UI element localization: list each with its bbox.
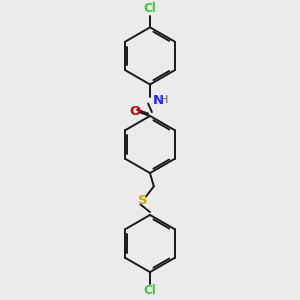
Text: N: N: [153, 94, 164, 107]
Text: H: H: [160, 95, 168, 105]
Text: S: S: [138, 194, 147, 207]
Text: Cl: Cl: [144, 2, 156, 15]
Text: Cl: Cl: [144, 284, 156, 298]
Text: O: O: [129, 105, 140, 118]
